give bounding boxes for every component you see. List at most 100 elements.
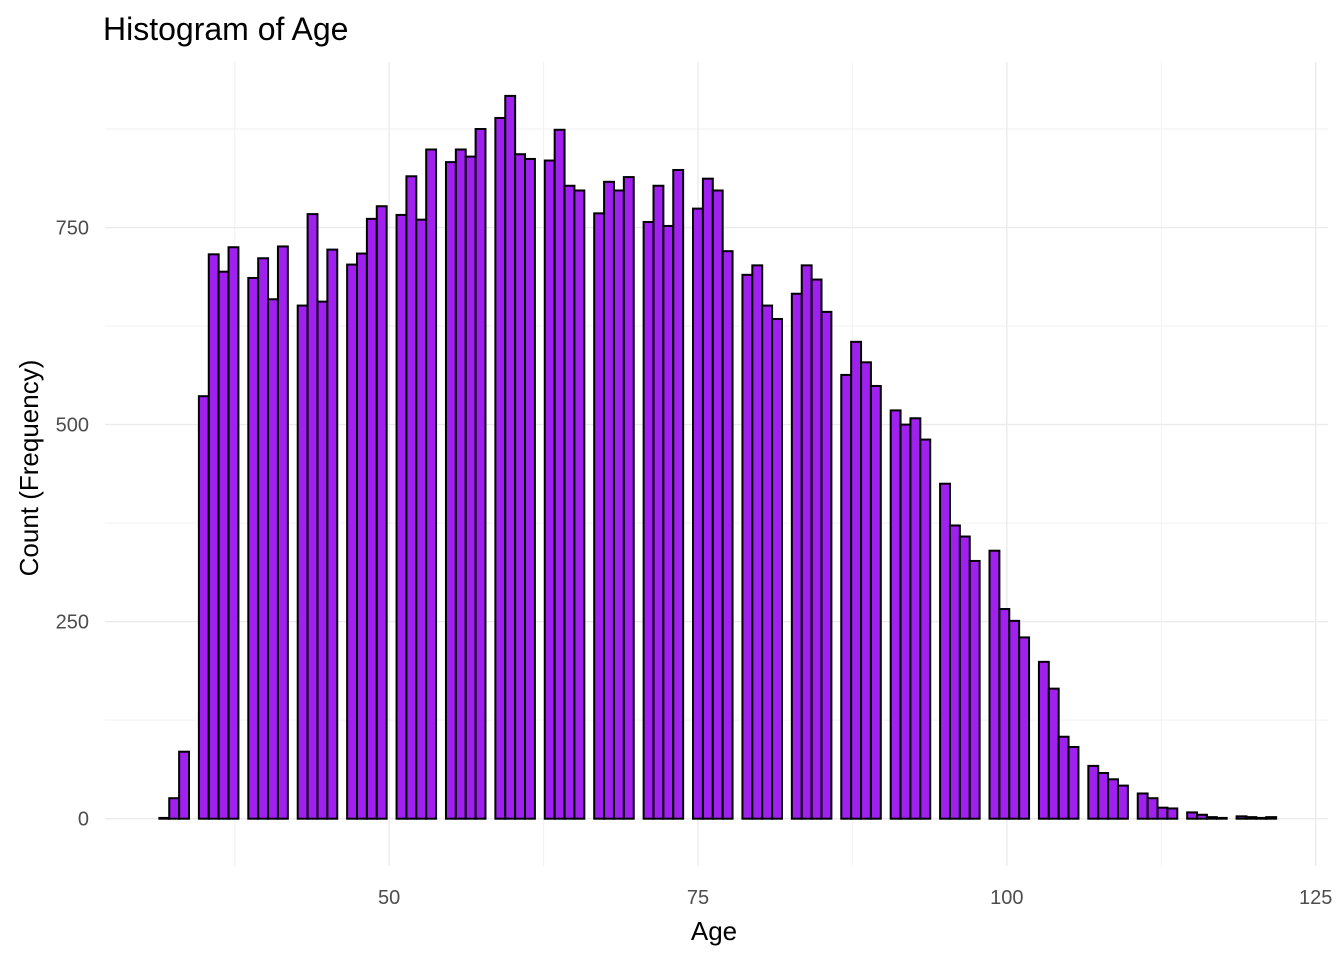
histogram-bar: [869, 384, 882, 820]
histogram-bar: [1196, 813, 1208, 820]
histogram-bar: [395, 213, 408, 820]
histogram-bar: [1235, 815, 1248, 820]
histogram-bar: [543, 159, 556, 820]
y-axis-title: Count (Frequency): [14, 360, 44, 577]
chart-title: Histogram of Age: [103, 11, 348, 47]
histogram-bar: [919, 438, 932, 820]
histogram-bar: [790, 292, 803, 820]
histogram-bar: [573, 189, 586, 820]
x-tick-label: 50: [378, 887, 400, 909]
x-tick-label: 125: [1299, 887, 1332, 909]
histogram-bar: [711, 189, 724, 820]
histogram-bar: [524, 157, 536, 820]
histogram-bar: [158, 816, 171, 820]
x-tick-label: 75: [687, 887, 709, 909]
histogram-bar: [405, 175, 418, 820]
histogram-bar: [741, 273, 754, 820]
histogram-bar: [1057, 735, 1070, 820]
histogram-bar: [207, 253, 220, 820]
histogram-bar: [1255, 816, 1268, 820]
histogram-bar: [454, 148, 467, 820]
histogram-bar: [998, 608, 1011, 820]
histogram-bar: [375, 205, 388, 820]
y-tick-label: 250: [56, 612, 89, 634]
histogram-bar: [1166, 807, 1179, 820]
histogram-bar: [721, 250, 734, 820]
x-axis-ticks: 50 75 100 125: [378, 887, 1332, 909]
histogram-bar: [800, 264, 813, 820]
x-tick-label: 100: [990, 887, 1023, 909]
histogram-bar: [909, 417, 922, 820]
histogram-bar: [1156, 806, 1169, 820]
histogram-bar: [247, 276, 260, 820]
histogram-bar: [178, 750, 191, 820]
y-axis-ticks: 0 250 500 750: [56, 218, 89, 831]
histogram-bar: [504, 94, 517, 820]
histogram-bar: [603, 180, 615, 820]
histogram-bar: [474, 128, 487, 820]
y-tick-label: 0: [78, 809, 89, 831]
histogram-bar: [425, 148, 438, 820]
histogram-bar: [1245, 816, 1258, 820]
histogram-bar: [1146, 797, 1159, 820]
histogram-bar: [692, 207, 704, 820]
histogram-bar: [662, 224, 675, 820]
histogram-bar: [415, 218, 428, 820]
histogram-bar: [227, 246, 240, 820]
histogram-bar: [346, 263, 359, 820]
histogram-bar: [316, 300, 329, 820]
histogram-bar: [1037, 660, 1050, 820]
histogram-bar: [494, 116, 507, 820]
histogram-bar: [267, 298, 279, 820]
histogram-bar: [365, 217, 378, 820]
histogram-bar: [326, 248, 339, 820]
histogram-bar: [553, 128, 566, 820]
histogram-bar: [1136, 792, 1149, 820]
histogram-bar: [899, 423, 912, 820]
histogram-bar: [751, 264, 764, 820]
histogram-bar: [1067, 745, 1080, 820]
histogram-bar: [1116, 784, 1129, 820]
histogram-bar: [622, 176, 635, 820]
histogram-bar: [168, 797, 181, 820]
histogram-bar: [306, 213, 319, 820]
y-tick-label: 500: [56, 415, 89, 437]
histogram-bar: [1186, 811, 1199, 820]
histogram-bar: [217, 270, 230, 820]
histogram-bar: [356, 252, 368, 820]
x-axis-title: Age: [691, 916, 737, 946]
histogram-bar: [850, 340, 863, 820]
histogram-bar: [860, 361, 872, 820]
histogram-bar: [1047, 687, 1060, 820]
histogram-bar: [1205, 816, 1218, 820]
histogram-bar: [701, 177, 714, 820]
histogram-bar: [444, 161, 457, 820]
histogram-bar: [1107, 778, 1119, 820]
histogram-bar: [810, 278, 823, 820]
histogram-bar: [197, 395, 210, 820]
histogram-bar: [1097, 771, 1110, 820]
histogram-bar: [988, 549, 1001, 820]
histogram-bar: [563, 184, 576, 820]
histogram-bar: [464, 155, 477, 820]
histogram-bar: [948, 524, 961, 820]
histogram-bar: [257, 257, 270, 820]
histogram-bar: [1008, 619, 1021, 820]
histogram-bar: [889, 409, 902, 820]
histogram-bar: [761, 304, 774, 820]
histogram-bar: [1018, 636, 1031, 820]
histogram-bar: [771, 317, 783, 820]
histogram-bar: [820, 310, 833, 820]
histogram-bar: [296, 304, 309, 820]
histogram-bar: [1087, 764, 1100, 820]
histogram-bar: [612, 189, 625, 820]
histogram-bar: [642, 221, 655, 820]
histogram-bar: [514, 153, 527, 820]
histogram-bar: [939, 482, 951, 820]
histogram-bar: [958, 535, 971, 820]
histogram-bar: [652, 184, 665, 820]
histogram-bars: [158, 94, 1278, 820]
histogram-bar: [276, 245, 289, 820]
histogram-bar: [1265, 816, 1278, 820]
